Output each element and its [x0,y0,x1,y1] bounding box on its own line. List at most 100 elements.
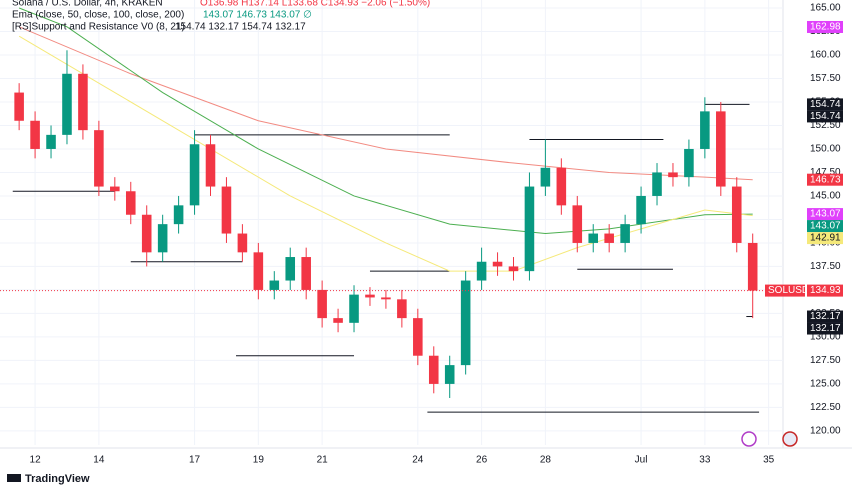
price-tag [807,284,843,297]
candle-body [668,172,678,178]
candle-body [110,186,120,192]
ema-line [18,7,753,235]
icon[interactable] [741,431,757,447]
indicator-values: 143.07 146.73 143.07 ∅ [203,10,312,21]
candle-body [620,224,630,243]
candle-body [365,294,375,298]
candle-body [237,233,248,253]
y-tick-label: 130.00 [810,332,841,343]
price-label: 154.74 [810,99,841,110]
price-tag [807,322,843,335]
price-tag [807,110,843,123]
x-tick-label: 12 [30,455,42,466]
x-tick-label: 24 [412,455,424,466]
price-tag [807,310,843,323]
price-label: 142.91 [810,233,841,244]
price-tag [807,208,843,221]
candle-body [636,195,646,225]
candle-body [652,172,662,196]
candle-body [46,134,56,149]
price-label: 132.17 [810,323,841,334]
candle-body [94,130,104,187]
price-tag [807,20,843,33]
symbol-tag [765,284,805,297]
y-tick-label: 165.00 [810,3,841,14]
candle-body [492,261,503,267]
candle-body [157,224,168,253]
x-tick-label: 26 [476,455,488,466]
ema-line [18,35,753,272]
indicator-label: [RS]Support and Resistance V0 (8, 21) [12,22,185,33]
candle-body [588,233,599,243]
x-tick-label: Jul [635,455,648,466]
logo [7,474,21,482]
candle-body [253,252,264,290]
y-tick-label: 150.00 [810,144,841,155]
y-tick-label: 147.50 [810,167,841,178]
symbol-label: SOLUSD [768,285,809,296]
plot [0,0,783,445]
y-tick-label: 160.00 [810,50,841,61]
candle-body [397,299,407,319]
candle-body [700,111,710,149]
candle-body [381,297,391,300]
candle-body [141,214,152,253]
y-tick-label: 120.00 [810,426,841,437]
price-tag [807,232,843,245]
candle-body [524,186,535,272]
price-tag [807,220,843,233]
candle-body [731,186,742,243]
y-tick-label: 125.00 [810,379,841,390]
candle-body [125,191,136,215]
chart-title: Solana / U.S. Dollar, 4h, KRAKEN [12,0,163,9]
y-tick-label: 152.50 [810,120,841,131]
y-tick-label: 137.50 [810,261,841,272]
candle-body [14,92,24,121]
icon[interactable] [782,431,798,447]
candle-body [572,205,583,243]
price-label: 143.07 [810,221,841,232]
candle-body [413,318,423,356]
price-label: 134.93 [810,285,841,296]
candle-body [428,355,439,384]
candle-body [285,257,296,281]
x-tick-label: 35 [763,455,775,466]
y-tick-label: 157.50 [810,73,841,84]
candle-body [349,294,359,323]
y-tick-label: 145.00 [810,191,841,202]
y-tick-label: 122.50 [810,402,841,413]
candle-body [747,242,758,291]
x-tick-label: 17 [189,455,201,466]
price-tag [807,173,843,186]
candle-body [317,289,327,319]
candle-body [684,148,694,178]
x-tick-label: 21 [317,455,329,466]
candle-body [173,205,184,225]
candle-body [556,167,567,206]
candle-body [221,186,232,234]
price-label: 146.73 [810,174,841,185]
price-label: 143.07 [810,209,841,220]
candle-body [460,280,471,366]
price-label: 154.74 [810,111,841,122]
price-tag [807,98,843,111]
candle-body [62,73,72,135]
branding: TradingView [25,473,90,485]
x-tick-label: 33 [699,455,711,466]
indicator-values: 154.74 132.17 154.74 132.17 [175,22,306,33]
x-tick-label: 28 [540,455,552,466]
candle-body [189,144,200,206]
indicator-label: Ema (close, 50, close, 100, close, 200) [12,10,184,21]
candle-body [269,280,280,290]
candle-body [540,167,551,187]
y-tick-label: 127.50 [810,355,841,366]
price-label: 132.17 [810,311,841,322]
x-tick-label: 19 [253,455,265,466]
candle-body [716,111,726,187]
candle-body [205,144,216,187]
price-label: 162.98 [810,22,841,33]
candle-body [333,318,343,323]
x-tick-label: 14 [93,455,105,466]
candle-body [78,73,88,131]
